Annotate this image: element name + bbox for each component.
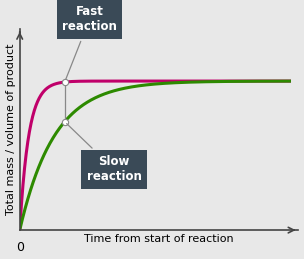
Y-axis label: Total mass / volume of product: Total mass / volume of product (5, 44, 16, 215)
Text: Slow
reaction: Slow reaction (67, 124, 142, 183)
Text: Fast
reaction: Fast reaction (62, 5, 117, 80)
Text: 0: 0 (16, 241, 24, 254)
X-axis label: Time from start of reaction: Time from start of reaction (84, 234, 234, 244)
